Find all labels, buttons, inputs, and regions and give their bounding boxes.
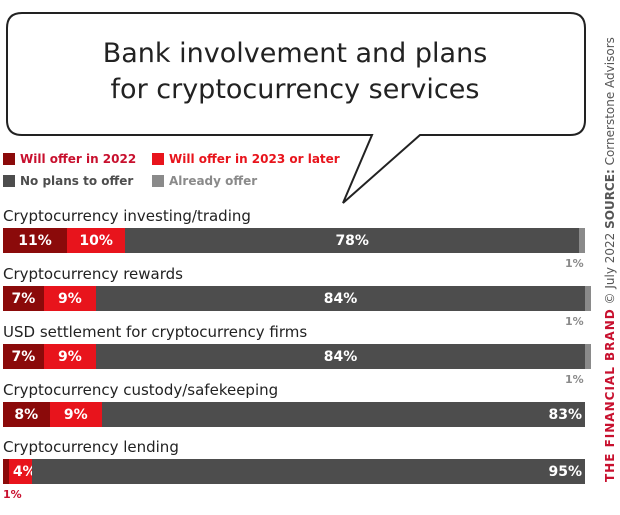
data-label: 10% (79, 232, 113, 249)
source-label: SOURCE: (603, 169, 617, 229)
data-label-small: 1% (565, 373, 584, 386)
bar-segment-2023: 4% (8, 459, 37, 484)
bar-segment-already (585, 344, 591, 369)
data-label: 7% (11, 290, 36, 307)
data-label: 95% (548, 463, 582, 480)
data-label-small: 1% (3, 488, 22, 501)
bar-segment-no-plans: 83% (101, 402, 585, 427)
data-label: 78% (335, 232, 369, 249)
bar-segment-2023: 10% (67, 228, 126, 253)
bar-segment-no-plans: 84% (96, 286, 585, 311)
data-label: 84% (323, 290, 358, 307)
data-label: 9% (58, 348, 82, 365)
legend-swatch-2022 (3, 153, 15, 165)
legend-item-2023: Will offer in 2023 or later (152, 152, 340, 166)
data-label: 8% (14, 406, 39, 423)
bar-segment-2023: 9% (43, 286, 97, 311)
bar-segment-already (585, 286, 591, 311)
copyright-text: © July 2022 (603, 232, 617, 305)
data-label: 7% (11, 348, 36, 365)
bar-segment-no-plans: 95% (32, 459, 585, 484)
category-label: USD settlement for cryptocurrency firms (3, 323, 308, 341)
data-label-small: 1% (565, 315, 584, 328)
bar-segment-no-plans: 78% (125, 228, 580, 253)
legend-label-already: Already offer (169, 174, 258, 188)
legend-swatch-2023 (152, 153, 164, 165)
legend-swatch-already (152, 175, 164, 187)
bar-segment-no-plans: 84% (96, 344, 585, 369)
bar-segment-already (579, 228, 585, 253)
bar-segment-2023: 9% (49, 402, 102, 427)
bar-segment-2022: 7% (3, 286, 44, 311)
data-label: 4% (12, 463, 37, 480)
data-label: 11% (18, 232, 52, 249)
bar-segment-2022: 7% (3, 344, 44, 369)
legend-label-2022: Will offer in 2022 (20, 152, 137, 166)
data-label: 9% (58, 290, 82, 307)
bar-segment-2023: 9% (43, 344, 97, 369)
source-credit: THE FINANCIAL BRAND © July 2022 SOURCE: … (603, 37, 617, 482)
brand-name: THE FINANCIAL BRAND (603, 308, 617, 482)
data-label: 83% (548, 406, 582, 423)
chart-title-line-2: for cryptocurrency services (110, 74, 480, 105)
category-label: Cryptocurrency investing/trading (3, 207, 251, 225)
legend-label-no-plans: No plans to offer (20, 174, 134, 188)
source-name: Cornerstone Advisors (603, 37, 617, 166)
chart-title-line-1: Bank involvement and plans (102, 38, 488, 69)
bar-segment-2022 (3, 459, 9, 484)
data-label-small: 1% (565, 257, 584, 270)
legend-item-2022: Will offer in 2022 (3, 152, 136, 166)
legend-label-2023: Will offer in 2023 or later (169, 152, 340, 166)
legend-item-already: Already offer (152, 174, 257, 188)
bar-segment-2022: 11% (3, 228, 68, 253)
category-label: Cryptocurrency custody/safekeeping (3, 381, 279, 399)
speech-bubble-outline (6, 12, 586, 204)
category-label: Cryptocurrency rewards (3, 265, 183, 283)
legend-swatch-no-plans (3, 175, 15, 187)
category-label: Cryptocurrency lending (3, 438, 179, 456)
bar-segment-2022: 8% (3, 402, 50, 427)
data-label: 9% (63, 406, 88, 423)
legend-item-no-plans: No plans to offer (3, 174, 133, 188)
data-label: 84% (323, 348, 358, 365)
